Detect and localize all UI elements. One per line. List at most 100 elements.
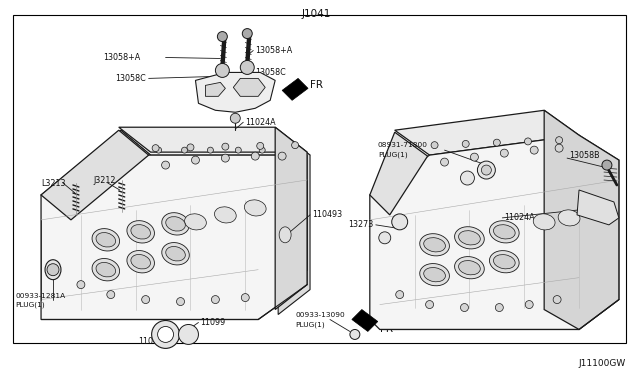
- Circle shape: [525, 138, 531, 145]
- Circle shape: [243, 29, 252, 39]
- Ellipse shape: [166, 247, 186, 261]
- Polygon shape: [275, 127, 307, 310]
- Ellipse shape: [424, 238, 445, 252]
- Polygon shape: [234, 78, 265, 96]
- Circle shape: [152, 145, 159, 152]
- Polygon shape: [352, 310, 378, 331]
- Circle shape: [477, 161, 495, 179]
- Circle shape: [107, 291, 115, 299]
- Text: 11099: 11099: [200, 318, 226, 327]
- Ellipse shape: [420, 264, 449, 286]
- Circle shape: [470, 153, 479, 161]
- Text: 11098: 11098: [138, 337, 163, 346]
- Ellipse shape: [420, 234, 449, 256]
- Polygon shape: [41, 130, 148, 220]
- Ellipse shape: [493, 225, 515, 239]
- Text: 00933-13090: 00933-13090: [295, 311, 345, 318]
- Ellipse shape: [493, 254, 515, 269]
- Circle shape: [426, 301, 433, 308]
- Text: 13058+A: 13058+A: [104, 53, 141, 62]
- Ellipse shape: [127, 221, 154, 243]
- Ellipse shape: [162, 243, 189, 265]
- Circle shape: [218, 32, 227, 42]
- Bar: [13, 15, 626, 343]
- Circle shape: [460, 171, 474, 185]
- Text: 11024A: 11024A: [504, 214, 535, 222]
- Circle shape: [396, 291, 404, 299]
- Circle shape: [236, 147, 241, 153]
- Circle shape: [493, 139, 500, 146]
- Circle shape: [481, 165, 492, 175]
- Text: 110493: 110493: [312, 211, 342, 219]
- Circle shape: [191, 156, 200, 164]
- Circle shape: [187, 144, 194, 151]
- Polygon shape: [370, 132, 428, 215]
- Polygon shape: [41, 155, 307, 320]
- Circle shape: [525, 301, 533, 308]
- Text: 13058C: 13058C: [115, 74, 146, 83]
- Text: 13273: 13273: [348, 220, 373, 230]
- Circle shape: [77, 280, 85, 289]
- Polygon shape: [121, 130, 310, 155]
- Text: 13058+A: 13058+A: [255, 46, 292, 55]
- Ellipse shape: [558, 210, 580, 226]
- Circle shape: [259, 147, 265, 153]
- Text: FR: FR: [310, 80, 323, 90]
- Circle shape: [161, 161, 170, 169]
- Polygon shape: [119, 127, 307, 152]
- Text: J3212: J3212: [94, 176, 116, 185]
- Polygon shape: [278, 130, 310, 314]
- Polygon shape: [370, 135, 619, 330]
- Text: 00933-1281A: 00933-1281A: [15, 293, 65, 299]
- Ellipse shape: [214, 207, 236, 223]
- Polygon shape: [395, 110, 579, 155]
- Ellipse shape: [166, 217, 186, 231]
- Ellipse shape: [92, 259, 120, 281]
- Polygon shape: [41, 130, 150, 220]
- Circle shape: [530, 146, 538, 154]
- Ellipse shape: [490, 221, 519, 243]
- Circle shape: [431, 142, 438, 149]
- Circle shape: [553, 296, 561, 304]
- Ellipse shape: [92, 229, 120, 251]
- Ellipse shape: [244, 200, 266, 216]
- Polygon shape: [205, 82, 225, 96]
- Circle shape: [292, 142, 299, 149]
- Ellipse shape: [454, 257, 484, 279]
- Circle shape: [379, 232, 391, 244]
- Text: 13058C: 13058C: [255, 68, 286, 77]
- Text: J11100GW: J11100GW: [579, 359, 626, 368]
- Text: PLUG(1): PLUG(1): [295, 321, 325, 328]
- Ellipse shape: [490, 251, 519, 273]
- Ellipse shape: [459, 231, 480, 245]
- Text: FR: FR: [380, 324, 393, 334]
- Text: 08931-71800: 08931-71800: [378, 142, 428, 148]
- Text: 11024A: 11024A: [245, 118, 276, 127]
- Circle shape: [440, 158, 449, 166]
- Ellipse shape: [162, 213, 189, 235]
- Ellipse shape: [454, 227, 484, 249]
- Text: 13058B: 13058B: [569, 151, 600, 160]
- Polygon shape: [577, 190, 619, 225]
- Circle shape: [252, 152, 259, 160]
- Circle shape: [392, 214, 408, 230]
- Circle shape: [495, 304, 503, 311]
- Circle shape: [177, 298, 184, 305]
- Circle shape: [211, 296, 220, 304]
- Polygon shape: [195, 73, 275, 112]
- Circle shape: [47, 264, 59, 276]
- Circle shape: [241, 294, 249, 302]
- Circle shape: [157, 327, 173, 342]
- Text: PLUG(1): PLUG(1): [15, 301, 45, 308]
- Ellipse shape: [45, 260, 61, 280]
- Circle shape: [602, 160, 612, 170]
- Circle shape: [152, 321, 180, 349]
- Polygon shape: [544, 110, 619, 330]
- Ellipse shape: [96, 263, 116, 277]
- Circle shape: [556, 137, 563, 144]
- Ellipse shape: [131, 254, 150, 269]
- Ellipse shape: [459, 260, 480, 275]
- Circle shape: [278, 152, 286, 160]
- Circle shape: [216, 64, 229, 77]
- Ellipse shape: [127, 250, 154, 273]
